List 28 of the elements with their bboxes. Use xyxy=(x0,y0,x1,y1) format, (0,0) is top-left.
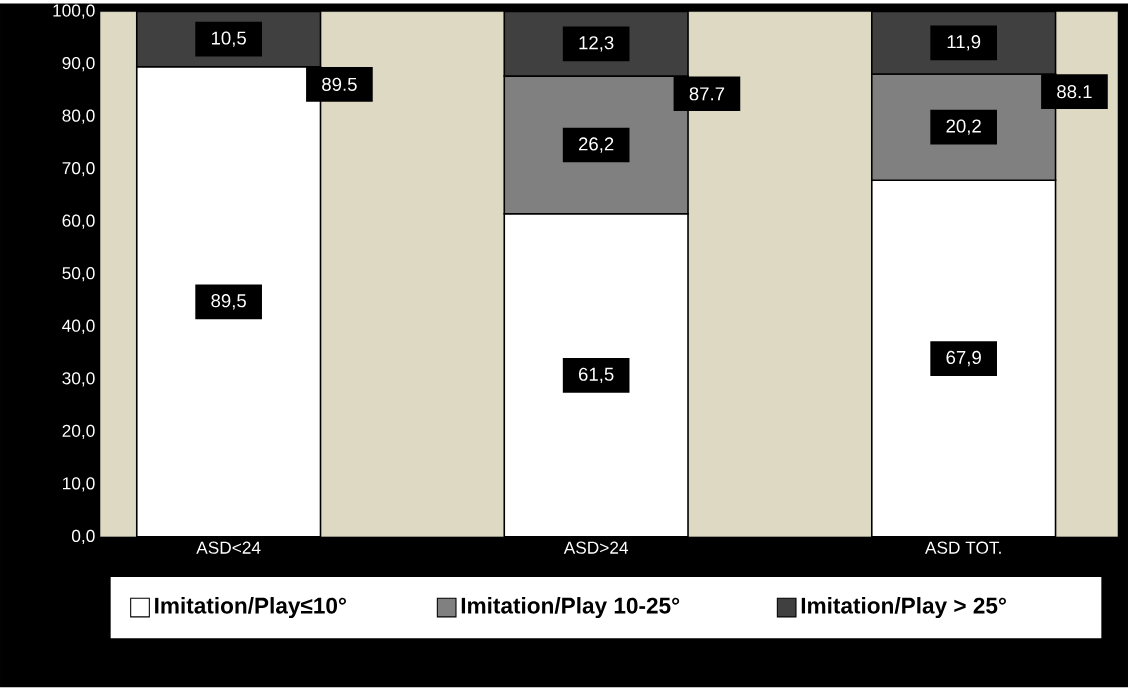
data-label: 12,3 xyxy=(579,36,614,52)
y-tick-label: 60,0 xyxy=(62,214,95,230)
legend-label: Imitation/Play > 25° xyxy=(801,597,1006,619)
annotation: 88.1 xyxy=(1057,85,1092,99)
y-tick-label: 70,0 xyxy=(62,162,95,177)
legend-label: Imitation/Play 10-25° xyxy=(461,597,680,619)
data-label: 67,9 xyxy=(946,351,981,367)
y-tick-label: 80,0 xyxy=(62,109,95,124)
x-tick-label: ASD>24 xyxy=(563,541,629,555)
data-label: 61,5 xyxy=(578,367,614,384)
data-label: 10,5 xyxy=(211,31,246,48)
y-tick-label: 100,0 xyxy=(53,4,95,19)
x-tick-label: ASD<24 xyxy=(196,541,261,555)
data-label: 89,5 xyxy=(211,294,246,310)
y-tick-label: 50,0 xyxy=(62,267,95,282)
data-label: 11,9 xyxy=(947,35,981,51)
y-tick-label: 0,0 xyxy=(71,529,95,545)
y-tick-label: 40,0 xyxy=(62,319,95,335)
x-tick-label: ASD TOT. xyxy=(925,541,1001,555)
y-tick-label: 10,0 xyxy=(63,477,95,492)
data-label: 20,2 xyxy=(946,119,981,136)
annotation: 89.5 xyxy=(322,77,357,92)
y-tick-label: 90,0 xyxy=(62,57,95,72)
y-tick-label: 20,0 xyxy=(62,424,95,440)
annotation: 87.7 xyxy=(689,87,725,101)
legend-label: Imitation/Play≤10° xyxy=(155,597,346,619)
data-label: 26,2 xyxy=(578,137,614,153)
y-tick-label: 30,0 xyxy=(62,372,95,387)
